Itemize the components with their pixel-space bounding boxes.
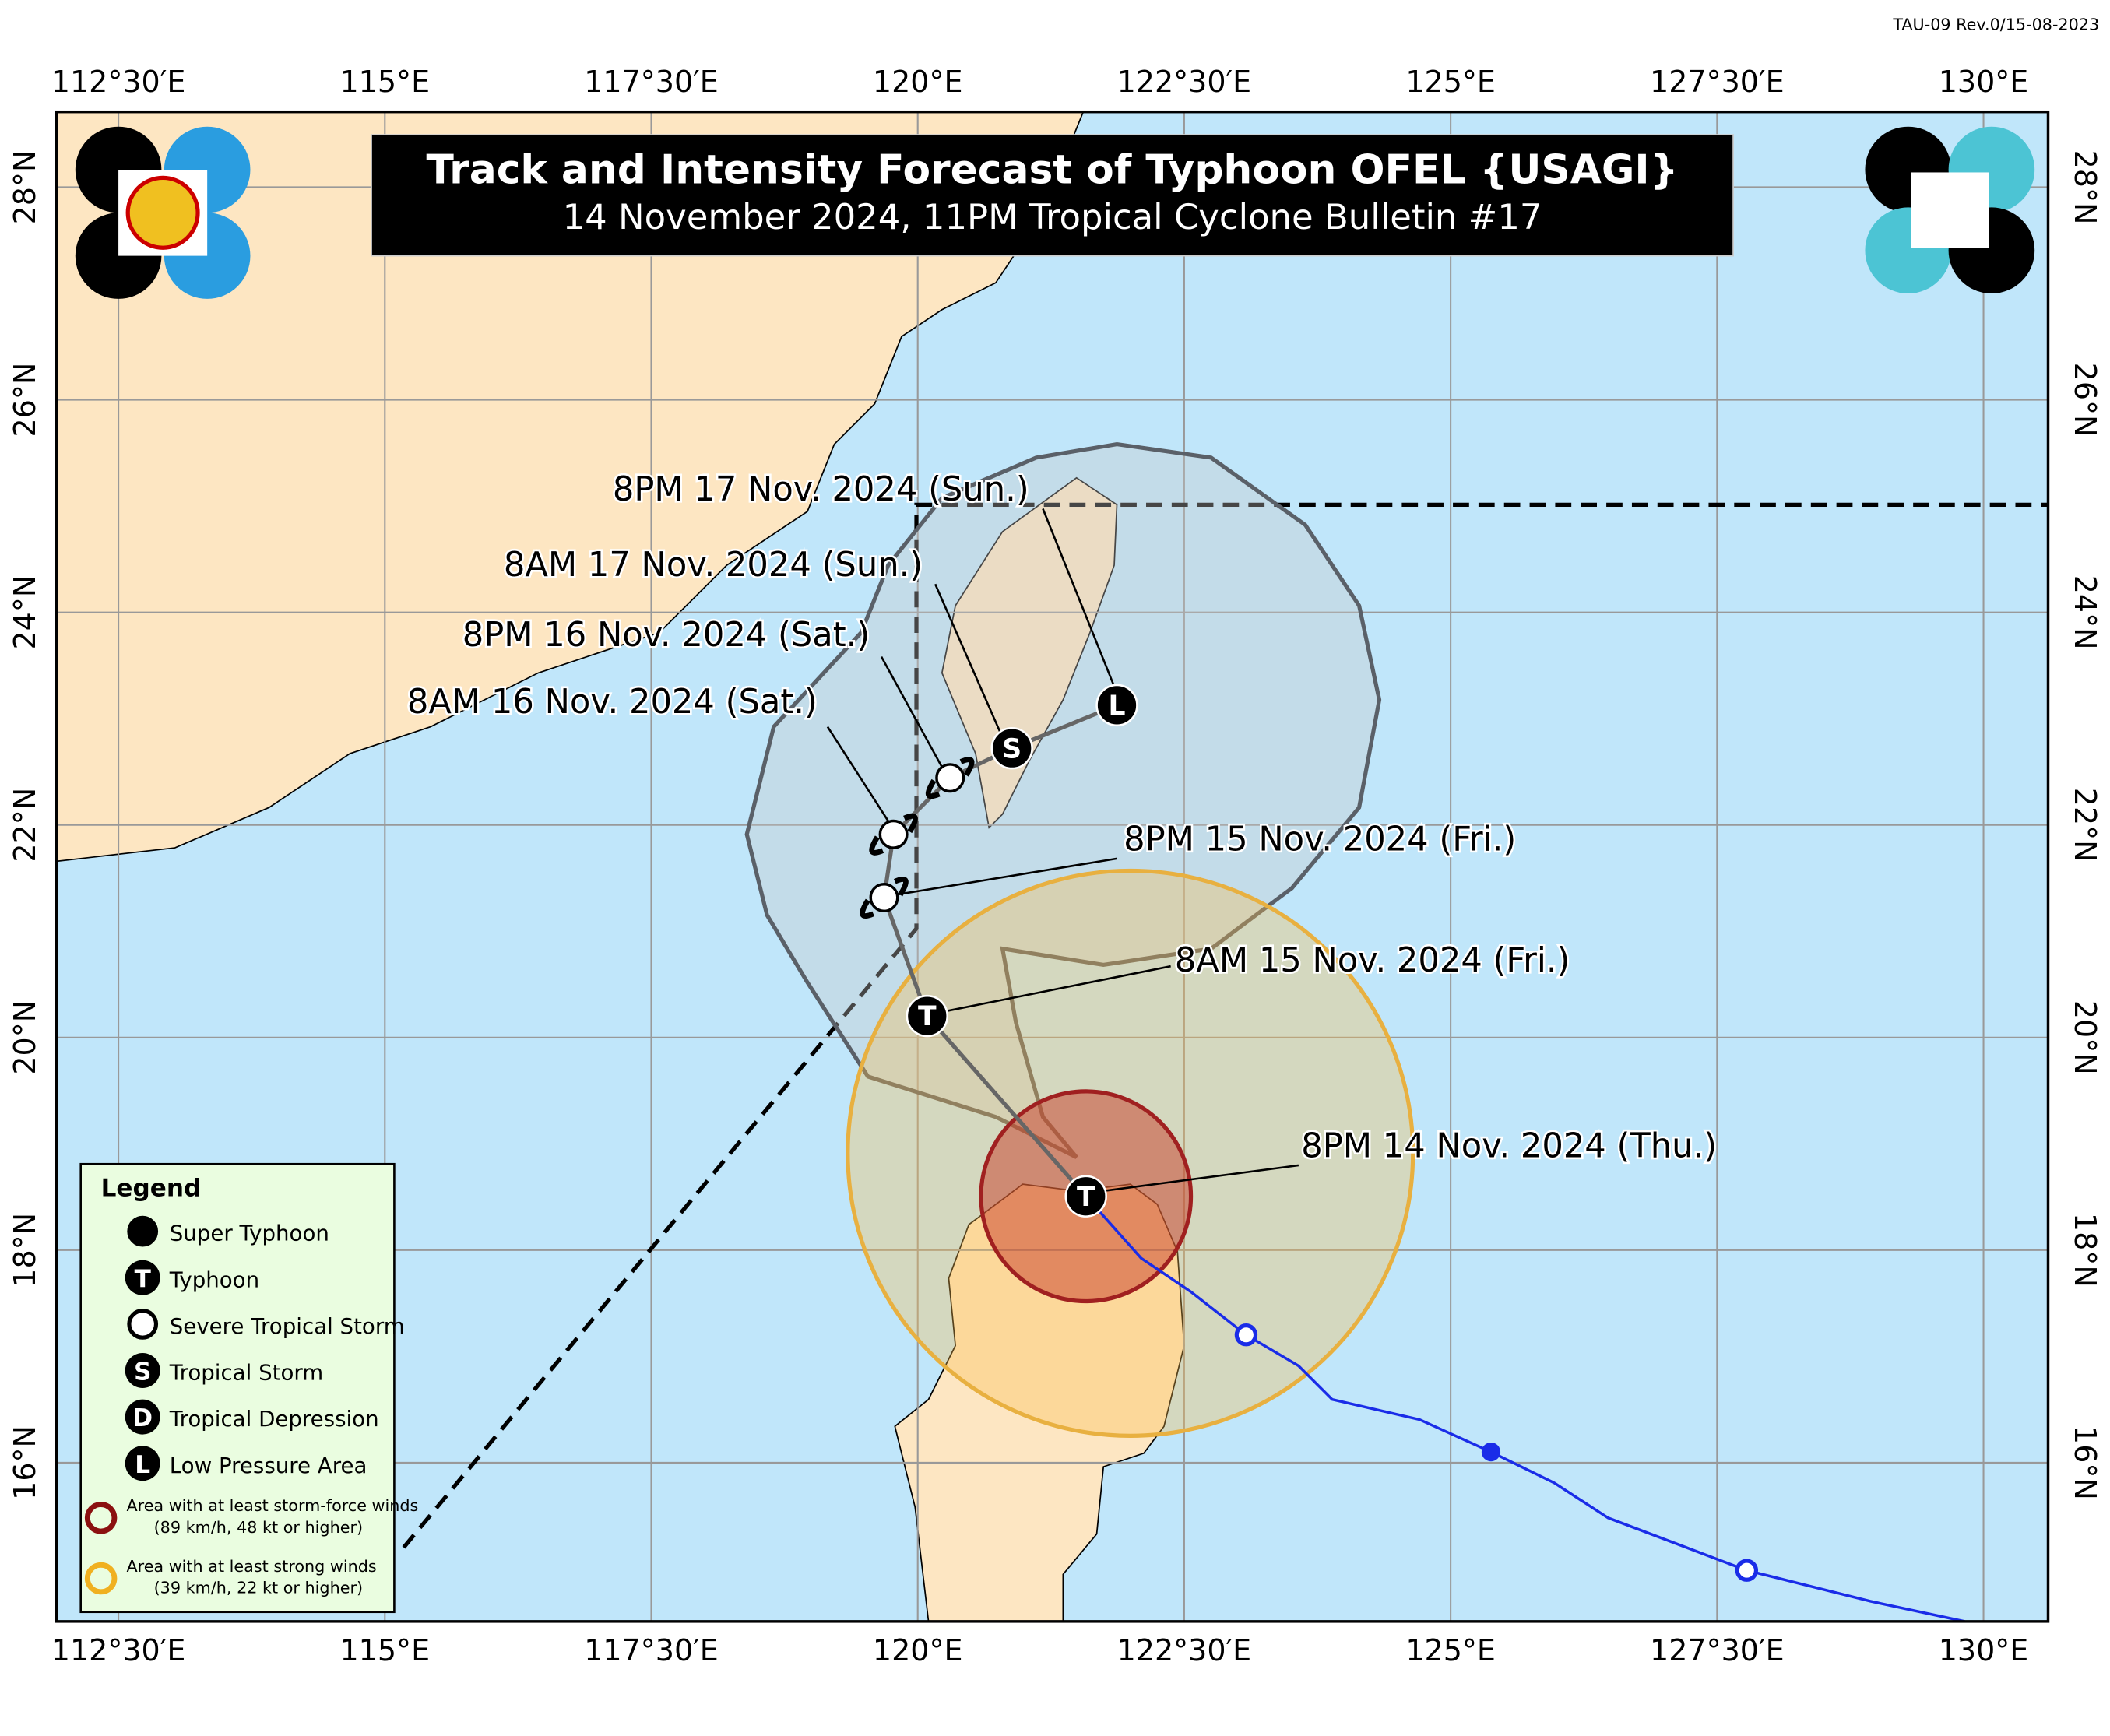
track-symbol xyxy=(990,726,1033,770)
lon-label-top: 117°30′E xyxy=(584,65,719,99)
legend-symbol-letter: D xyxy=(132,1404,153,1432)
past-point xyxy=(1481,1442,1501,1462)
past-point xyxy=(1735,1559,1759,1582)
forecast-label: 8PM 17 Nov. 2024 (Sun.) xyxy=(613,470,1029,509)
lon-label-bottom: 127°30′E xyxy=(1650,1633,1785,1667)
dost-logo xyxy=(1865,126,2035,294)
forecast-label: 8AM 16 Nov. 2024 (Sat.) xyxy=(407,683,818,722)
legend-area-note: (39 km/h, 22 kt or higher) xyxy=(154,1579,363,1597)
legend-symbol-letter: T xyxy=(135,1265,152,1293)
legend-symbol-letter: S xyxy=(134,1358,151,1386)
leader-line xyxy=(880,656,943,768)
sts-tail xyxy=(860,877,909,919)
track-symbol-letter: T xyxy=(918,1001,937,1032)
lon-label-bottom: 122°30′E xyxy=(1117,1633,1252,1667)
legend-area-label: Area with at least strong winds xyxy=(126,1557,376,1576)
track-symbol-letter: T xyxy=(1077,1182,1095,1213)
legend: Legend Super Typhoon T Typhoon Severe Tropic… xyxy=(79,1162,418,1614)
sts-symbol xyxy=(869,883,899,913)
legend-label: Tropical Storm xyxy=(169,1360,323,1386)
lon-label-bottom: 130°E xyxy=(1939,1633,2029,1667)
lon-label-top: 125°E xyxy=(1405,65,1496,99)
legend-label: Super Typhoon xyxy=(170,1221,329,1246)
legend-area-note: (89 km/h, 48 kt or higher) xyxy=(154,1518,363,1537)
legend-area-ring xyxy=(84,1562,118,1595)
track-symbol xyxy=(1095,684,1138,727)
track-symbol-letter: S xyxy=(1002,733,1022,764)
lat-label-right: 20°N xyxy=(2068,1000,2102,1075)
forecast-label: 8AM 17 Nov. 2024 (Sun.) xyxy=(504,546,923,585)
lon-label-top: 130°E xyxy=(1939,65,2029,99)
legend-label: Typhoon xyxy=(169,1267,259,1292)
legend-symbol xyxy=(125,1446,160,1481)
legend-symbol xyxy=(127,1309,159,1340)
par-boundary xyxy=(402,502,2048,1549)
map-body: T T S L 8PM 17 Nov. 2024 (Sun.) 8AM 17 Nov. … xyxy=(56,111,2048,1622)
lon-label-bottom: 120°E xyxy=(873,1633,963,1667)
lat-label-right: 16°N xyxy=(2068,1425,2102,1500)
lat-label-right: 28°N xyxy=(2068,150,2102,225)
leader-line xyxy=(895,857,1117,896)
revision: TAU-09 Rev.0/15-08-2023 xyxy=(1892,15,2099,33)
leader-line xyxy=(941,965,1171,1014)
past-point xyxy=(1234,1323,1258,1347)
lat-label-left: 24°N xyxy=(8,575,42,650)
forecast-label: 8PM 16 Nov. 2024 (Sat.) xyxy=(462,616,870,655)
pagasa-logo xyxy=(75,126,251,299)
sts-symbol xyxy=(935,763,965,793)
lon-label-top: 112°30′E xyxy=(51,65,186,99)
lon-label-top: 127°30′E xyxy=(1650,65,1785,99)
lon-label-bottom: 112°30′E xyxy=(51,1633,186,1667)
forecast-label: 8PM 15 Nov. 2024 (Fri.) xyxy=(1124,821,1516,859)
sts-tail xyxy=(869,813,918,856)
legend-label: Low Pressure Area xyxy=(170,1453,367,1478)
legend-symbol xyxy=(125,1353,160,1388)
forecast-cone xyxy=(744,441,1382,1159)
legend-area-label: Area with at least storm-force winds xyxy=(126,1496,418,1515)
title-box xyxy=(371,134,1734,257)
leader-line xyxy=(826,726,889,822)
subtitle: 14 November 2024, 11PM Tropical Cyclone … xyxy=(563,196,1542,237)
forecast-label: 8AM 15 Nov. 2024 (Fri.) xyxy=(1175,941,1570,980)
leader-line xyxy=(1103,1164,1299,1193)
lat-label-left: 28°N xyxy=(8,150,42,225)
lon-label-bottom: 125°E xyxy=(1405,1633,1496,1667)
forecast-label: 8PM 14 Nov. 2024 (Thu.) xyxy=(1301,1127,1717,1166)
lat-label-left: 22°N xyxy=(8,788,42,863)
map-frame xyxy=(55,110,2050,1623)
legend-symbol xyxy=(125,1260,160,1295)
lon-label-top: 122°30′E xyxy=(1117,65,1252,99)
lat-label-right: 24°N xyxy=(2068,575,2102,650)
lat-label-left: 20°N xyxy=(8,1000,42,1075)
taiwan xyxy=(941,476,1118,829)
lat-label-left: 16°N xyxy=(8,1425,42,1500)
track-symbol-letter: L xyxy=(1108,691,1125,722)
track-symbol xyxy=(906,994,949,1038)
lat-label-right: 18°N xyxy=(2068,1213,2102,1288)
leader-line xyxy=(934,583,1004,738)
legend-title: Legend xyxy=(101,1175,202,1203)
lat-label-right: 26°N xyxy=(2068,363,2102,438)
leader-line xyxy=(1042,508,1118,694)
lat-label-left: 18°N xyxy=(8,1213,42,1288)
legend-symbol-letter: L xyxy=(135,1451,150,1479)
lon-label-top: 120°E xyxy=(873,65,963,99)
legend-symbol xyxy=(127,1215,159,1247)
lon-label-bottom: 115°E xyxy=(340,1633,431,1667)
sts-symbol xyxy=(878,819,909,849)
lat-label-left: 26°N xyxy=(8,363,42,438)
sts-tail xyxy=(925,757,975,799)
lon-label-bottom: 117°30′E xyxy=(584,1633,719,1667)
legend-area-ring xyxy=(84,1502,118,1534)
lon-label-top: 115°E xyxy=(340,65,431,99)
track-symbol xyxy=(1064,1175,1107,1218)
legend-label: Tropical Depression xyxy=(169,1406,379,1432)
legend-symbol xyxy=(125,1399,160,1435)
lat-label-right: 22°N xyxy=(2068,788,2102,863)
title: Track and Intensity Forecast of Typhoon … xyxy=(427,146,1679,193)
legend-label: Severe Tropical Storm xyxy=(170,1313,405,1339)
